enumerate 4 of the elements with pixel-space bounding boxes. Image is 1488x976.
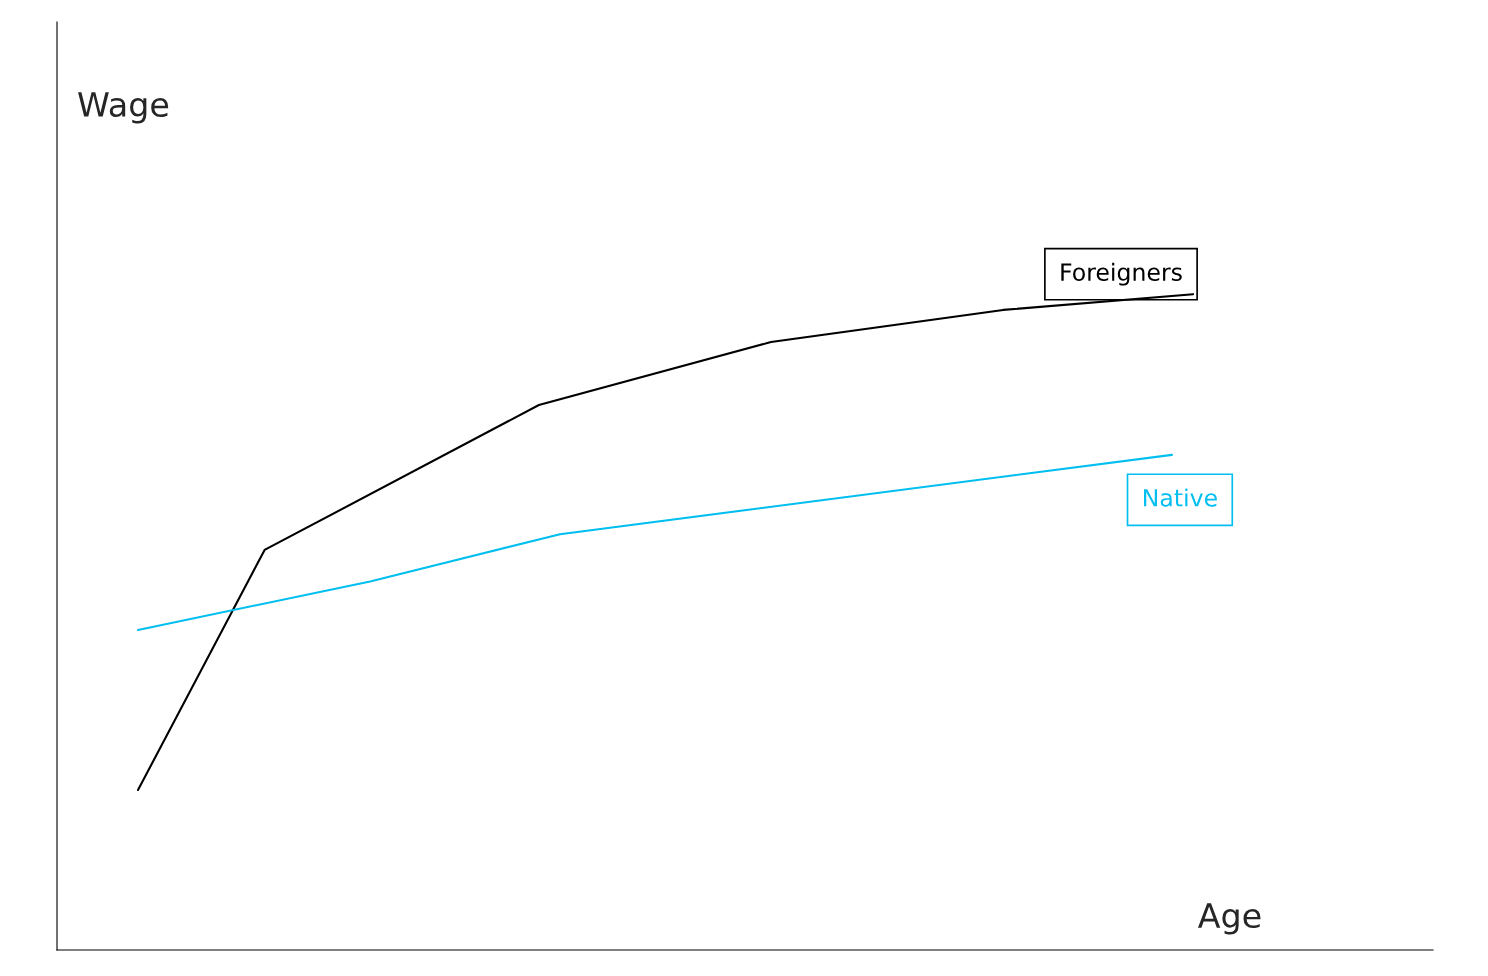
text: Wage <box>78 92 169 124</box>
x-axis-title: Age <box>1197 903 1261 935</box>
series-label: Foreigners <box>1061 262 1182 286</box>
series-label: Native <box>1143 488 1217 507</box>
